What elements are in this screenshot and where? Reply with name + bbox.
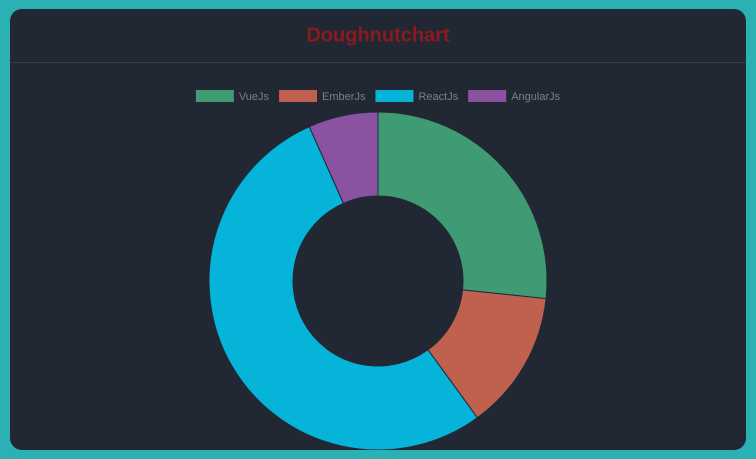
legend-swatch	[468, 90, 507, 102]
legend-swatch	[195, 90, 234, 102]
legend-label: ReactJs	[418, 91, 458, 103]
legend-swatch	[375, 90, 414, 102]
doughnut-slice	[208, 125, 479, 450]
legend: VueJs EmberJs ReactJs AngularJs	[195, 90, 561, 103]
card	[10, 9, 746, 450]
legend-label: EmberJs	[322, 91, 366, 103]
doughnut-slice	[308, 111, 379, 205]
legend-swatch	[279, 90, 318, 102]
doughnut-slice	[377, 111, 548, 300]
plot	[208, 111, 548, 450]
legend-label: AngularJs	[511, 91, 560, 103]
legend-label: VueJs	[239, 91, 270, 103]
chart-title: Doughnutchart	[306, 24, 450, 46]
